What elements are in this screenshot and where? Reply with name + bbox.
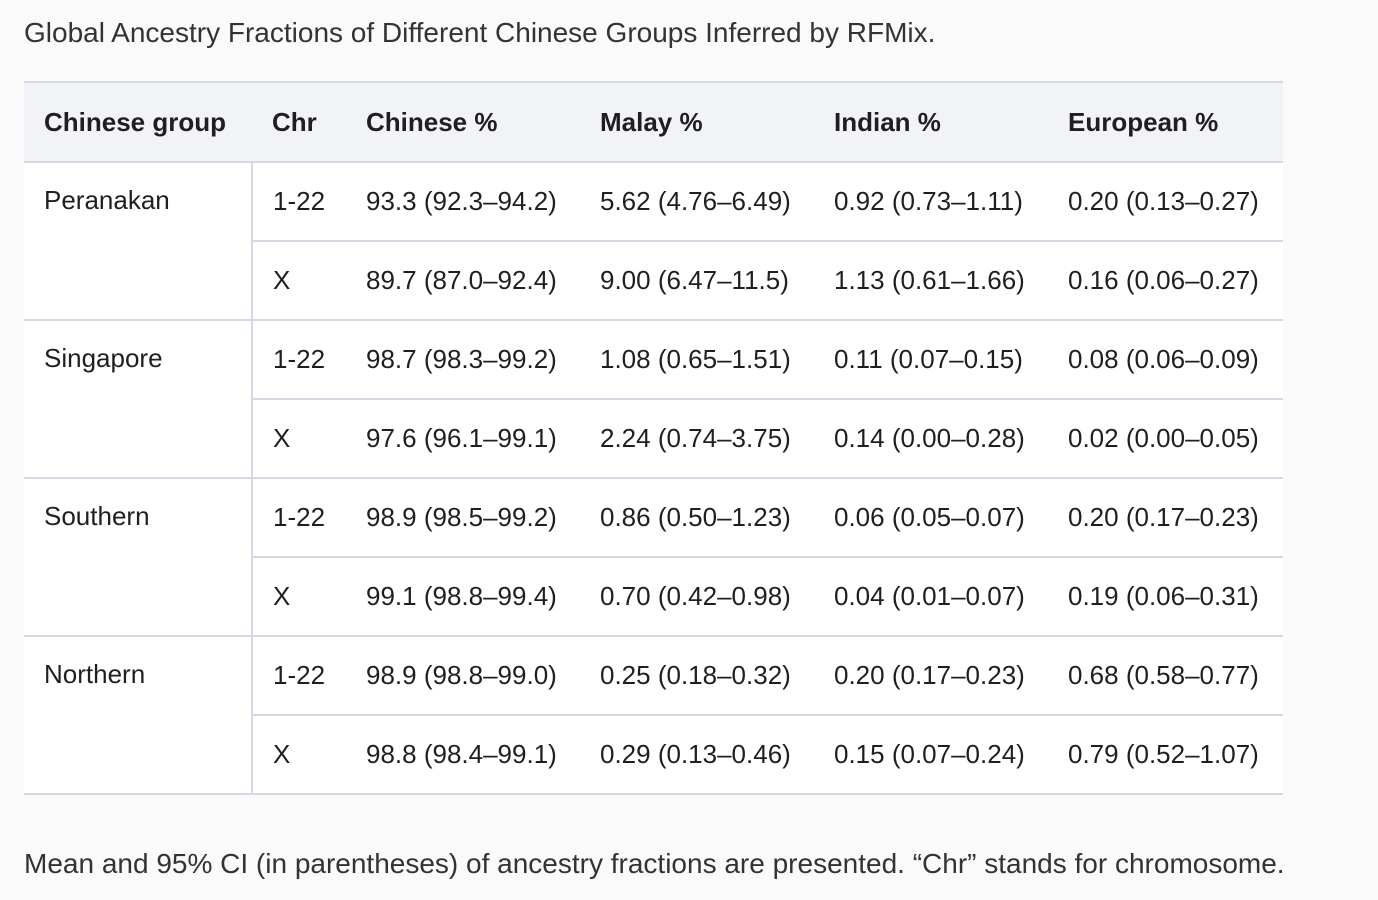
indian-percent-cell: 0.06 (0.05–0.07) <box>814 478 1048 558</box>
chr-cell: 1-22 <box>252 320 346 400</box>
table-row: Northern 1-22 98.9 (98.8–99.0) 0.25 (0.1… <box>24 636 1283 795</box>
malay-percent-cell: 0.86 (0.50–1.23) <box>580 478 814 558</box>
european-percent-cell: 0.08 (0.06–0.09) <box>1048 320 1283 400</box>
malay-percent-cell: 1.08 (0.65–1.51) <box>580 320 814 400</box>
ancestry-table: Chinese group Chr Chinese % Malay % Indi… <box>24 81 1283 795</box>
chr-cell: X <box>252 241 346 321</box>
malay-percent-cell: 0.29 (0.13–0.46) <box>580 715 814 795</box>
chr-cell: 1-22 <box>252 636 346 716</box>
indian-percent-cell: 0.15 (0.07–0.24) <box>814 715 1048 795</box>
malay-percent-cell: 5.62 (4.76–6.49) <box>580 162 814 242</box>
chr-cell: X <box>252 715 346 795</box>
table-row: X 97.6 (96.1–99.1) 2.24 (0.74–3.75) 0.14… <box>24 399 1283 479</box>
table-caption: Global Ancestry Fractions of Different C… <box>24 17 936 48</box>
european-percent-cell: 0.20 (0.17–0.23) <box>1048 478 1283 558</box>
chr-cell: X <box>252 557 346 637</box>
european-percent-cell: 0.19 (0.06–0.31) <box>1048 557 1283 637</box>
group-name-cell: Singapore <box>24 320 253 479</box>
table-row: Peranakan 1-22 93.3 (92.3–94.2) 5.62 (4.… <box>24 162 1283 321</box>
group-name-cell: Southern <box>24 478 253 637</box>
table-header: Chinese group Chr Chinese % Malay % Indi… <box>24 81 1283 163</box>
table-row: X 99.1 (98.8–99.4) 0.70 (0.42–0.98) 0.04… <box>24 557 1283 637</box>
chinese-percent-cell: 98.7 (98.3–99.2) <box>346 320 580 400</box>
malay-percent-cell: 0.70 (0.42–0.98) <box>580 557 814 637</box>
indian-percent-cell: 0.11 (0.07–0.15) <box>814 320 1048 400</box>
indian-percent-cell: 0.20 (0.17–0.23) <box>814 636 1048 716</box>
group-name-cell: Peranakan <box>24 162 253 321</box>
group-name-cell: Northern <box>24 636 253 795</box>
malay-percent-cell: 9.00 (6.47–11.5) <box>580 241 814 321</box>
indian-percent-cell: 1.13 (0.61–1.66) <box>814 241 1048 321</box>
table-row: Singapore 1-22 98.7 (98.3–99.2) 1.08 (0.… <box>24 320 1283 479</box>
table-row: X 89.7 (87.0–92.4) 9.00 (6.47–11.5) 1.13… <box>24 241 1283 321</box>
header-indian-percent: Indian % <box>814 81 1048 163</box>
european-percent-cell: 0.02 (0.00–0.05) <box>1048 399 1283 479</box>
malay-percent-cell: 2.24 (0.74–3.75) <box>580 399 814 479</box>
chinese-percent-cell: 93.3 (92.3–94.2) <box>346 162 580 242</box>
chinese-percent-cell: 97.6 (96.1–99.1) <box>346 399 580 479</box>
header-chinese-group: Chinese group <box>24 81 252 163</box>
table-row: Southern 1-22 98.9 (98.5–99.2) 0.86 (0.5… <box>24 478 1283 637</box>
indian-percent-cell: 0.14 (0.00–0.28) <box>814 399 1048 479</box>
chinese-percent-cell: 89.7 (87.0–92.4) <box>346 241 580 321</box>
header-chinese-percent: Chinese % <box>346 81 580 163</box>
header-row: Chinese group Chr Chinese % Malay % Indi… <box>24 81 1283 163</box>
european-percent-cell: 0.20 (0.13–0.27) <box>1048 162 1283 242</box>
european-percent-cell: 0.16 (0.06–0.27) <box>1048 241 1283 321</box>
indian-percent-cell: 0.92 (0.73–1.11) <box>814 162 1048 242</box>
chr-cell: 1-22 <box>252 162 346 242</box>
european-percent-cell: 0.79 (0.52–1.07) <box>1048 715 1283 795</box>
header-malay-percent: Malay % <box>580 81 814 163</box>
header-chr: Chr <box>252 81 346 163</box>
malay-percent-cell: 0.25 (0.18–0.32) <box>580 636 814 716</box>
chinese-percent-cell: 98.9 (98.8–99.0) <box>346 636 580 716</box>
table-body: Peranakan 1-22 93.3 (92.3–94.2) 5.62 (4.… <box>24 162 1283 795</box>
chinese-percent-cell: 99.1 (98.8–99.4) <box>346 557 580 637</box>
table-footnote: Mean and 95% CI (in parentheses) of ance… <box>24 848 1285 879</box>
chinese-percent-cell: 98.8 (98.4–99.1) <box>346 715 580 795</box>
chr-cell: X <box>252 399 346 479</box>
chr-cell: 1-22 <box>252 478 346 558</box>
european-percent-cell: 0.68 (0.58–0.77) <box>1048 636 1283 716</box>
indian-percent-cell: 0.04 (0.01–0.07) <box>814 557 1048 637</box>
header-european-percent: European % <box>1048 81 1283 163</box>
chinese-percent-cell: 98.9 (98.5–99.2) <box>346 478 580 558</box>
table-row: X 98.8 (98.4–99.1) 0.29 (0.13–0.46) 0.15… <box>24 715 1283 795</box>
